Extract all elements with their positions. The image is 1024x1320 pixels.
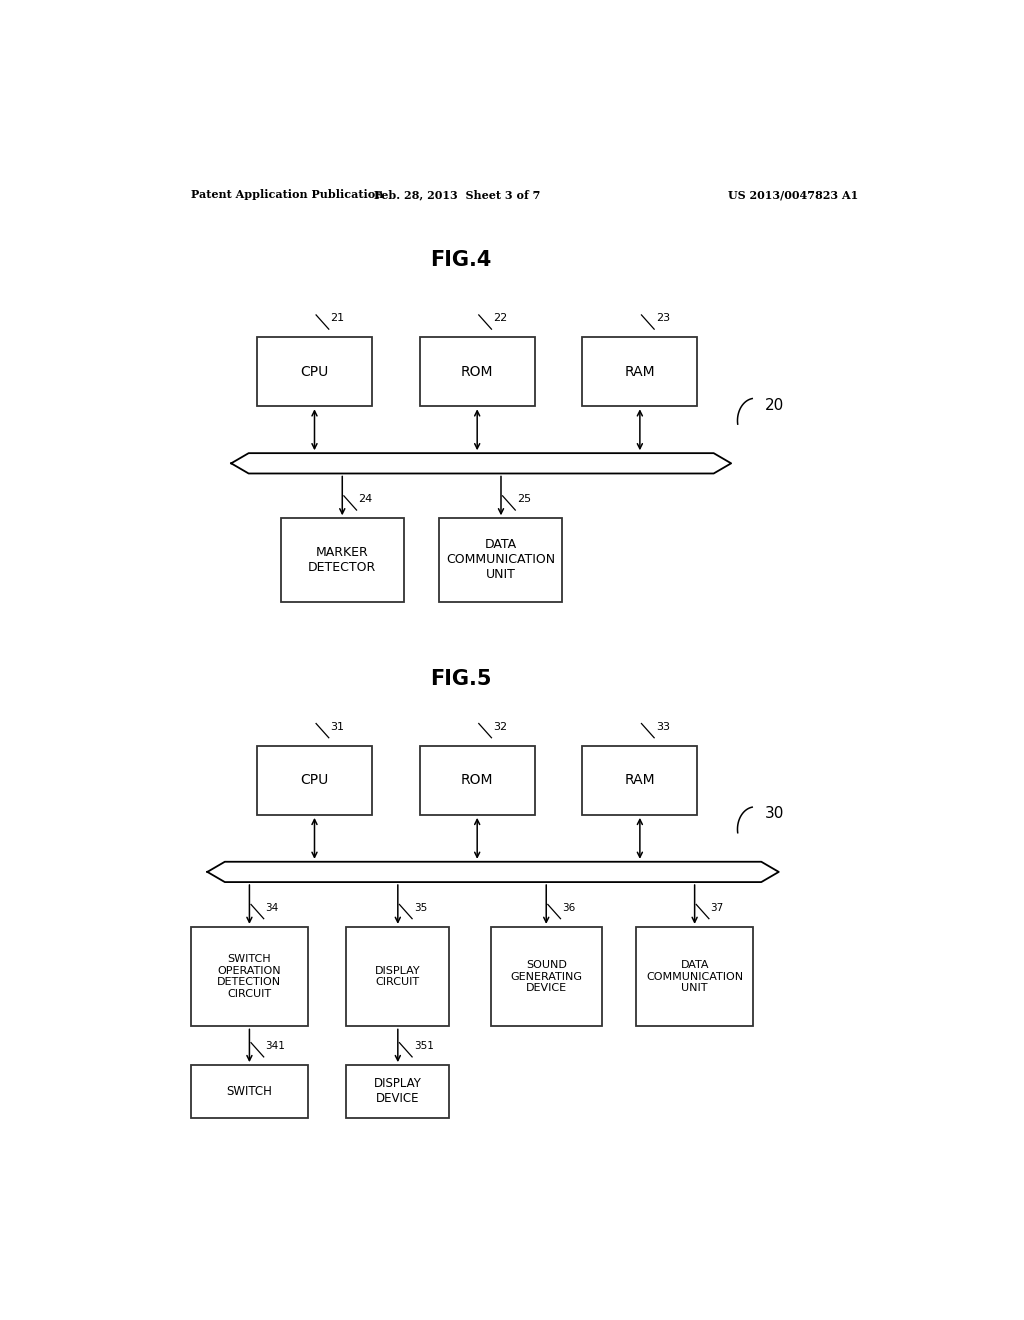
Text: 34: 34 [265, 903, 279, 912]
Bar [190, 1065, 308, 1118]
Text: 36: 36 [562, 903, 575, 912]
Bar [420, 746, 535, 814]
Text: 20: 20 [765, 397, 783, 412]
Text: Feb. 28, 2013  Sheet 3 of 7: Feb. 28, 2013 Sheet 3 of 7 [374, 190, 541, 201]
Bar [190, 927, 308, 1027]
Text: 32: 32 [494, 722, 507, 731]
Text: 351: 351 [414, 1040, 433, 1051]
Text: 37: 37 [711, 903, 724, 912]
Text: CPU: CPU [300, 364, 329, 379]
Bar [583, 338, 697, 407]
Text: 22: 22 [494, 313, 507, 323]
Bar [439, 519, 562, 602]
Polygon shape [231, 453, 731, 474]
Text: 25: 25 [517, 494, 531, 504]
Text: MARKER
DETECTOR: MARKER DETECTOR [308, 546, 377, 574]
Text: SWITCH
OPERATION
DETECTION
CIRCUIT: SWITCH OPERATION DETECTION CIRCUIT [217, 954, 282, 999]
Text: DISPLAY
DEVICE: DISPLAY DEVICE [374, 1077, 422, 1105]
Text: SOUND
GENERATING
DEVICE: SOUND GENERATING DEVICE [510, 960, 583, 993]
Bar [583, 746, 697, 814]
Bar [346, 1065, 450, 1118]
Text: 21: 21 [331, 313, 344, 323]
Text: 35: 35 [414, 903, 427, 912]
Text: Patent Application Publication: Patent Application Publication [191, 190, 384, 201]
Text: RAM: RAM [625, 774, 655, 788]
Text: 341: 341 [265, 1040, 285, 1051]
Text: ROM: ROM [461, 774, 494, 788]
Text: 23: 23 [655, 313, 670, 323]
Bar [490, 927, 602, 1027]
Bar [257, 746, 372, 814]
Text: DATA
COMMUNICATION
UNIT: DATA COMMUNICATION UNIT [646, 960, 743, 993]
Bar [346, 927, 450, 1027]
Text: DATA
COMMUNICATION
UNIT: DATA COMMUNICATION UNIT [446, 539, 556, 581]
Text: 33: 33 [655, 722, 670, 731]
Text: SWITCH: SWITCH [226, 1085, 272, 1098]
Bar [420, 338, 535, 407]
Text: FIG.5: FIG.5 [430, 669, 493, 689]
Bar [636, 927, 754, 1027]
Bar [257, 338, 372, 407]
Text: ROM: ROM [461, 364, 494, 379]
Text: DISPLAY
CIRCUIT: DISPLAY CIRCUIT [375, 966, 421, 987]
Polygon shape [207, 862, 778, 882]
Bar [281, 519, 403, 602]
Text: FIG.4: FIG.4 [431, 249, 492, 271]
Text: CPU: CPU [300, 774, 329, 788]
Text: RAM: RAM [625, 364, 655, 379]
Text: 31: 31 [331, 722, 344, 731]
Text: US 2013/0047823 A1: US 2013/0047823 A1 [728, 190, 858, 201]
Text: 24: 24 [358, 494, 373, 504]
Text: 30: 30 [765, 807, 783, 821]
